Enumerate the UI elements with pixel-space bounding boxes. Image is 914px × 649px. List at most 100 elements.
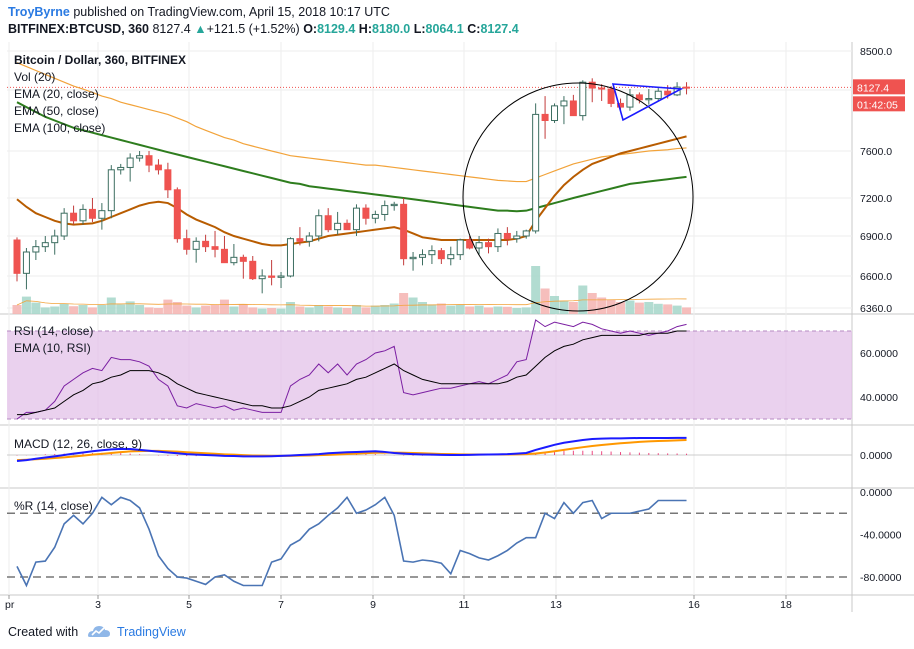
volume-bar [361, 307, 371, 314]
countdown-badge-label: 01:42:05 [857, 99, 898, 111]
tradingview-link[interactable]: TradingView [117, 625, 186, 639]
close-value: 8127.4 [480, 22, 519, 36]
chart-canvas[interactable]: 8500.08100.07600.07200.06900.06600.06360… [0, 42, 914, 618]
time-tick-label: 13 [550, 599, 562, 611]
volume-bar [125, 301, 135, 314]
created-with-label: Created with [8, 625, 79, 639]
publish-info: published on TradingView.com, April 15, … [73, 5, 390, 19]
volume-bar [87, 307, 97, 314]
rsi-tick-label: 60.0000 [860, 348, 898, 360]
last-price-badge-label: 8127.4 [857, 82, 889, 94]
volume-bar [323, 306, 333, 314]
volume-bar [634, 302, 644, 314]
candle-body [315, 215, 323, 237]
low-label: L: [413, 22, 426, 36]
volume-bar [682, 307, 692, 314]
willr-tick-label: -40.0000 [860, 530, 902, 542]
volume-bar [342, 308, 352, 314]
volume-bar [267, 308, 277, 314]
volume-bar [276, 308, 286, 314]
candle-body [107, 169, 115, 212]
volume-bar [172, 302, 182, 314]
volume-bar [163, 299, 173, 314]
candle-body [211, 246, 219, 250]
price-tick-label: 8500.0 [860, 46, 892, 58]
candle-body [192, 240, 200, 250]
candle-body [466, 239, 474, 249]
volume-bar [31, 302, 41, 314]
macd-signal-line [16, 439, 687, 462]
candle-body [258, 275, 266, 280]
time-tick-label: 3 [95, 599, 101, 611]
tradingview-logo-icon[interactable] [86, 622, 112, 640]
candle-body [164, 169, 172, 191]
volume-bar [672, 305, 682, 314]
volume-bar [135, 305, 145, 314]
volume-bar [50, 306, 60, 314]
volume-bar [616, 302, 626, 314]
time-tick-label: pr [5, 599, 15, 611]
volume-bar [144, 307, 154, 314]
price-tick-label: 6900.0 [860, 231, 892, 243]
chart-title: Bitcoin / Dollar, 360, BITFINEX [14, 53, 186, 67]
volume-bar [587, 293, 597, 314]
volume-ma-line [16, 298, 687, 307]
candle-body [79, 208, 87, 222]
candle-body [409, 256, 417, 260]
volume-bar [455, 305, 465, 314]
candle-body [51, 235, 59, 244]
ema-50-line [16, 62, 687, 183]
volume-bar [351, 305, 361, 314]
volume-bar [182, 305, 192, 314]
candle-body [41, 242, 49, 248]
candle-body [607, 88, 615, 104]
candle-body [683, 86, 691, 89]
volume-bar [116, 304, 126, 314]
rsi-ema-line [17, 330, 687, 416]
rsi-legend-item: EMA (10, RSI) [14, 341, 91, 355]
candle-body [296, 238, 304, 242]
volume-bar [248, 307, 258, 314]
candle-body [22, 251, 30, 274]
time-tick-label: 16 [688, 599, 700, 611]
candle-body [418, 254, 426, 258]
candle-body [522, 230, 530, 237]
volume-bar [606, 299, 616, 314]
volume-bar [153, 308, 163, 314]
last-price: 8127.4 [152, 22, 191, 36]
price-legend-item: Vol (20) [14, 70, 55, 84]
candle-body [437, 250, 445, 260]
candle-body [249, 260, 257, 280]
candle-body [220, 248, 228, 264]
volume-bar [304, 307, 314, 314]
volume-bar [446, 305, 456, 314]
candle-body [334, 222, 342, 231]
price-tick-label: 6600.0 [860, 271, 892, 283]
volume-bar [314, 305, 324, 314]
candle-body [60, 212, 68, 237]
volume-bar [512, 308, 522, 314]
volume-bar [521, 307, 531, 314]
volume-bar [597, 297, 607, 314]
candle-body [324, 215, 332, 231]
author-name[interactable]: TroyByrne [8, 5, 70, 19]
volume-bar [12, 305, 22, 314]
candle-body [70, 212, 78, 222]
volume-bar [408, 297, 418, 314]
volume-bar [436, 303, 446, 314]
price-legend-item: EMA (20, close) [14, 87, 99, 101]
candle-body [183, 238, 191, 250]
volume-bar [333, 307, 343, 314]
candle-body [98, 210, 106, 219]
volume-bar [644, 302, 654, 314]
plot-background [7, 42, 852, 595]
candle-body [447, 254, 455, 260]
volume-bar [238, 304, 248, 314]
volume-bar [465, 306, 475, 314]
willr-legend-item: %R (14, close) [14, 499, 93, 513]
volume-bar [653, 303, 663, 314]
ema-20-line [16, 135, 687, 247]
time-tick-label: 9 [370, 599, 376, 611]
open-label: O: [303, 22, 318, 36]
volume-bar [69, 306, 79, 314]
